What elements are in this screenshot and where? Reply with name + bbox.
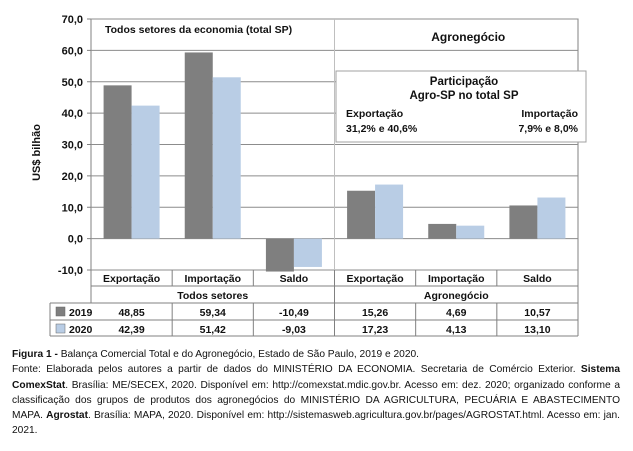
source-agrostat: Agrostat <box>46 410 88 422</box>
group-label: Todos setores <box>177 290 248 302</box>
data-label: 48,85 <box>118 307 144 319</box>
y-tick-label: 70,0 <box>62 14 83 26</box>
bar-2019-1 <box>184 52 213 239</box>
x-tick-label: Importação <box>184 273 241 285</box>
group-title-left: Todos setores da economia (total SP) <box>105 24 292 36</box>
annotation-right-label: Importação <box>521 108 578 120</box>
bar-2019-5 <box>509 205 538 239</box>
bar-2019-4 <box>428 223 457 239</box>
legend-label: 2020 <box>69 324 93 336</box>
data-label: 4,13 <box>446 324 467 336</box>
data-label: 42,39 <box>118 324 144 336</box>
y-tick-label: -10,0 <box>58 265 83 277</box>
legend-swatch-2020 <box>55 323 66 334</box>
source-text-2: . Brasília: ME/SECEX, 2020. Disponível e… <box>12 379 620 422</box>
y-tick-label: 60,0 <box>62 45 83 57</box>
caption-source: Fonte: Elaborada pelos autores a partir … <box>12 362 620 438</box>
balance-chart: 70,0 60,0 50,0 40,0 30,0 20,0 10,0 0,0 -10,0 US$ … <box>31 14 587 337</box>
x-tick-label: Importação <box>428 273 485 285</box>
legend-swatch-2019 <box>55 306 66 317</box>
bar-2019-0 <box>103 85 132 239</box>
annotation-title-1: Participação <box>430 76 498 88</box>
data-label: -9,03 <box>282 324 306 336</box>
y-tick-label: 50,0 <box>62 77 83 89</box>
source-text-1: Fonte: Elaborada pelos autores a partir … <box>12 364 581 376</box>
data-label: 51,42 <box>200 324 226 336</box>
bar-2020-1 <box>212 77 241 239</box>
annotation-box <box>335 70 587 143</box>
bar-2020-4 <box>456 225 485 239</box>
x-tick-label: Exportação <box>103 273 160 285</box>
x-tick-label: Saldo <box>280 273 309 285</box>
bar-2019-2 <box>265 238 294 272</box>
y-tick-label: 20,0 <box>62 171 83 183</box>
bar-2020-3 <box>375 184 404 239</box>
figure-caption: Figura 1 - Balança Comercial Total e do … <box>12 347 620 439</box>
annotation-left-value: 31,2% e 40,6% <box>346 123 418 135</box>
data-label: 59,34 <box>200 307 226 319</box>
y-tick-label: 30,0 <box>62 140 83 152</box>
figure-title: Balança Comercial Total e do Agronegócio… <box>57 349 420 360</box>
source-text-3: . Brasília: MAPA, 2020. Disponível em: h… <box>12 410 620 437</box>
y-axis-label: US$ bilhão <box>31 124 43 181</box>
source-sistema: Sistema ComexStat <box>12 364 620 391</box>
data-label: 4,69 <box>446 307 467 319</box>
data-label: 10,57 <box>524 307 550 319</box>
bar-2020-0 <box>131 105 160 239</box>
figure-label: Figura 1 - <box>12 349 58 360</box>
group-title-right: Agronegócio <box>431 30 505 44</box>
x-tick-label: Exportação <box>346 273 403 285</box>
group-label: Agronegócio <box>424 290 489 302</box>
annotation-right-value: 7,9% e 8,0% <box>518 123 578 135</box>
data-label: 15,26 <box>362 307 388 319</box>
y-tick-label: 10,0 <box>62 202 83 214</box>
bar-2020-5 <box>537 197 566 239</box>
y-tick-label: 40,0 <box>62 108 83 120</box>
annotation-left-label: Exportação <box>346 108 403 120</box>
bar-2020-2 <box>293 238 322 267</box>
x-tick-label: Saldo <box>523 273 552 285</box>
data-label: 13,10 <box>524 324 550 336</box>
chart-svg: 70,0 60,0 50,0 40,0 30,0 20,0 10,0 0,0 -10,0 US$ … <box>31 14 587 337</box>
y-tick-label: 0,0 <box>68 234 83 246</box>
legend-label: 2019 <box>69 307 93 319</box>
data-label: 17,23 <box>362 324 388 336</box>
caption-title-line: Figura 1 - Balança Comercial Total e do … <box>12 347 620 362</box>
annotation-title-2: Agro-SP no total SP <box>409 90 518 102</box>
bar-2019-3 <box>347 190 376 239</box>
data-label: -10,49 <box>279 307 309 319</box>
